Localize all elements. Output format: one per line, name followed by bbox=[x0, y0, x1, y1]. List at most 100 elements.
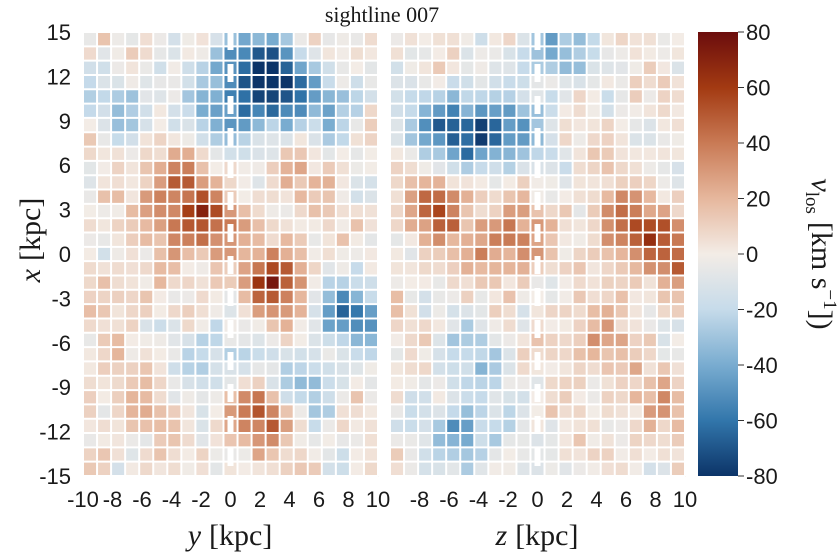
heat-cell bbox=[656, 89, 672, 105]
heat-cell bbox=[139, 117, 154, 133]
heat-cell bbox=[600, 433, 616, 448]
heat-cell bbox=[335, 103, 351, 119]
heat-cell bbox=[97, 46, 112, 62]
heat-cell bbox=[558, 418, 574, 434]
heat-cell bbox=[265, 46, 281, 62]
heat-cell bbox=[586, 32, 602, 47]
x-axis-right-label: z [kpc] bbox=[495, 519, 579, 552]
heat-cell bbox=[530, 46, 545, 62]
heat-cell bbox=[139, 404, 154, 420]
heat-cell bbox=[558, 74, 574, 90]
heat-cell bbox=[544, 289, 559, 305]
heat-cell bbox=[223, 175, 238, 190]
heat-cell bbox=[83, 461, 98, 477]
heat-cell bbox=[251, 275, 267, 291]
heat-cell bbox=[83, 132, 98, 147]
heat-cell bbox=[432, 246, 447, 262]
heat-cell bbox=[418, 203, 433, 219]
heat-cell bbox=[502, 160, 517, 176]
heat-cell bbox=[460, 117, 475, 133]
heat-cell bbox=[670, 246, 686, 262]
heat-cell bbox=[404, 32, 419, 47]
heat-cell bbox=[111, 347, 126, 362]
heat-cell bbox=[307, 103, 323, 119]
heat-cell bbox=[544, 404, 559, 420]
heat-cell bbox=[335, 232, 351, 248]
heat-cell bbox=[586, 89, 602, 105]
heat-cell bbox=[335, 132, 351, 147]
heat-cell bbox=[530, 74, 545, 90]
heat-cell bbox=[307, 175, 323, 190]
x-axis-left-ticks: -10 -8 -6 -4 -2 0 2 4 6 8 10 bbox=[67, 487, 390, 512]
heat-cell bbox=[586, 418, 602, 434]
heat-cell bbox=[502, 461, 517, 477]
heat-cell bbox=[572, 390, 588, 405]
heat-cell bbox=[418, 318, 433, 334]
heat-cell bbox=[432, 117, 447, 133]
heat-cell bbox=[293, 361, 309, 377]
heat-cell bbox=[502, 447, 517, 463]
y-tick-label: -15 bbox=[39, 464, 71, 489]
heat-cell bbox=[628, 289, 644, 305]
heat-cell bbox=[223, 461, 238, 477]
heat-cell bbox=[586, 361, 602, 377]
heat-cell bbox=[335, 375, 351, 391]
heat-cell bbox=[279, 318, 295, 334]
heat-cell bbox=[474, 390, 489, 405]
heat-cell bbox=[279, 347, 295, 362]
heat-cell bbox=[335, 203, 351, 219]
heat-cell bbox=[404, 375, 419, 391]
heat-cell bbox=[432, 318, 447, 334]
heat-cell bbox=[628, 361, 644, 377]
heat-cell bbox=[516, 60, 531, 76]
heat-cell bbox=[516, 46, 531, 62]
heat-cell bbox=[265, 433, 281, 448]
chart-title: sightline 007 bbox=[325, 2, 439, 27]
heat-cell bbox=[502, 332, 517, 348]
heat-cell bbox=[293, 332, 309, 348]
heat-cell bbox=[349, 117, 365, 133]
heat-cell bbox=[572, 347, 588, 362]
heat-cell bbox=[474, 89, 489, 105]
heat-cell bbox=[600, 203, 616, 219]
heat-cell bbox=[432, 289, 447, 305]
heat-cell bbox=[167, 89, 182, 105]
heat-cell bbox=[446, 160, 461, 176]
heat-cell bbox=[83, 103, 98, 119]
heat-cell bbox=[586, 246, 602, 262]
x-tick-label: -10 bbox=[67, 487, 99, 512]
heat-cell bbox=[572, 160, 588, 176]
heat-cell bbox=[586, 189, 602, 205]
heat-cell bbox=[335, 332, 351, 348]
heat-cell bbox=[628, 74, 644, 90]
heat-cell bbox=[209, 289, 224, 305]
heat-cell bbox=[181, 461, 196, 477]
heat-cell bbox=[628, 390, 644, 405]
heat-cell bbox=[293, 304, 309, 319]
heat-cell bbox=[502, 103, 517, 119]
heat-cell bbox=[404, 89, 419, 105]
heat-cell bbox=[279, 447, 295, 463]
heat-cell bbox=[460, 447, 475, 463]
heat-cell bbox=[181, 175, 196, 190]
heat-cell bbox=[502, 32, 517, 47]
heat-cell bbox=[181, 132, 196, 147]
heat-cell bbox=[321, 160, 337, 176]
heat-cell bbox=[628, 103, 644, 119]
heat-cell bbox=[181, 361, 196, 377]
heat-cell bbox=[195, 60, 210, 76]
x-axis-left-label-unit: [kpc] bbox=[209, 519, 272, 552]
heat-cell bbox=[293, 132, 309, 147]
heat-cell bbox=[516, 146, 531, 162]
heat-cell bbox=[502, 189, 517, 205]
heat-cell bbox=[488, 117, 503, 133]
heat-cell bbox=[139, 203, 154, 219]
heat-cell bbox=[390, 275, 405, 291]
x-axis-right-label-unit: [kpc] bbox=[515, 519, 578, 552]
heat-cell bbox=[307, 289, 323, 305]
colorbar-tick-label: 60 bbox=[746, 76, 770, 101]
heat-cell bbox=[321, 74, 337, 90]
heat-cell bbox=[181, 404, 196, 420]
heat-cell bbox=[111, 74, 126, 90]
heat-cell bbox=[125, 146, 140, 162]
